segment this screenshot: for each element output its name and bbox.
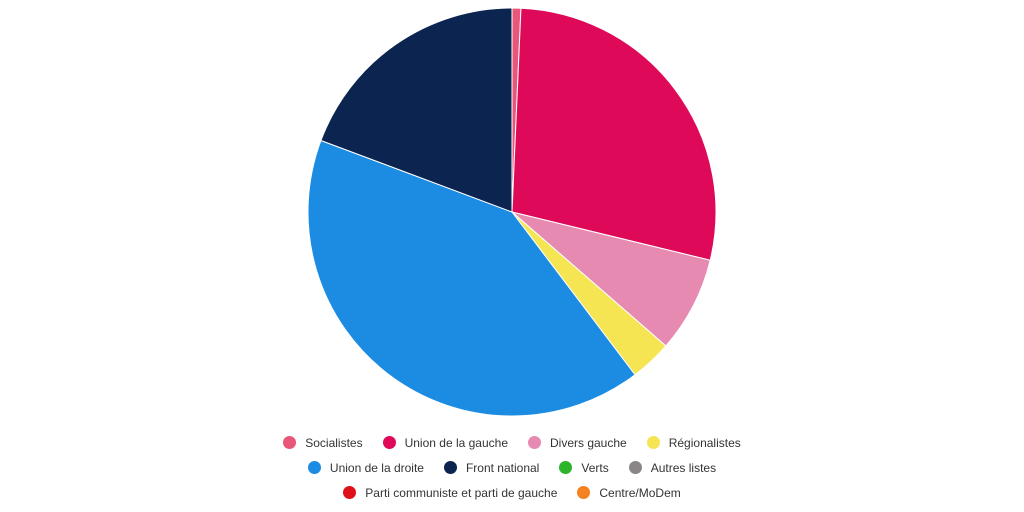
legend-label: Union de la droite	[329, 460, 424, 475]
legend-row: Socialistes Union de la gauche Divers gauc…	[273, 433, 751, 452]
pie-slice-union-de-la-droite[interactable]	[307, 139, 636, 417]
legend-item-front-national[interactable]: Front national	[443, 460, 540, 475]
legend-label: Union de la gauche	[404, 435, 508, 450]
legend-item-autres-listes[interactable]: Autres listes	[628, 460, 717, 475]
legend-swatch	[443, 461, 457, 474]
legend-label: Socialistes	[305, 435, 363, 450]
legend-label: Autres listes	[650, 460, 717, 475]
legend-label: Front national	[465, 460, 540, 475]
legend-label: Régionalistes	[668, 435, 741, 450]
legend-item-parti-communiste-et-parti-de-gauche[interactable]: Parti communiste et parti de gauche	[343, 486, 557, 500]
chart-legend: Socialistes Union de la gauche Divers gauc…	[0, 433, 1024, 502]
legend-swatch	[628, 461, 642, 474]
legend-item-verts[interactable]: Verts	[559, 460, 609, 475]
legend-swatch	[307, 461, 321, 474]
pie-slice-front-national[interactable]	[320, 7, 513, 213]
legend-swatch	[646, 436, 660, 449]
legend-item-divers-gauche[interactable]: Divers gauche	[528, 436, 627, 450]
legend-swatch	[528, 436, 541, 449]
legend-row: Parti communiste et parti de gauche Centr…	[333, 483, 690, 502]
pie-slice-union-de-la-gauche[interactable]	[511, 7, 717, 261]
legend-label: Parti communiste et parti de gauche	[365, 485, 558, 500]
legend-swatch	[283, 436, 297, 449]
legend-label: Verts	[581, 460, 609, 475]
legend-swatch	[382, 436, 396, 449]
legend-swatch	[559, 461, 573, 474]
legend-row: Union de la droite Front national Verts Aut…	[298, 458, 726, 477]
legend-swatch	[577, 486, 591, 499]
legend-swatch	[343, 486, 357, 499]
legend-label: Centre/MoDem	[599, 485, 681, 500]
legend-label: Divers gauche	[550, 435, 627, 450]
pie-chart	[307, 7, 717, 417]
legend-item-regionalistes[interactable]: Régionalistes	[646, 435, 741, 450]
legend-item-union-de-la-gauche[interactable]: Union de la gauche	[382, 435, 508, 450]
legend-item-union-de-la-droite[interactable]: Union de la droite	[307, 460, 424, 475]
pie-slice-divers-gauche[interactable]	[511, 211, 711, 347]
legend-item-centre-modem[interactable]: Centre/MoDem	[577, 485, 681, 500]
legend-item-socialistes[interactable]: Socialistes	[283, 435, 363, 450]
